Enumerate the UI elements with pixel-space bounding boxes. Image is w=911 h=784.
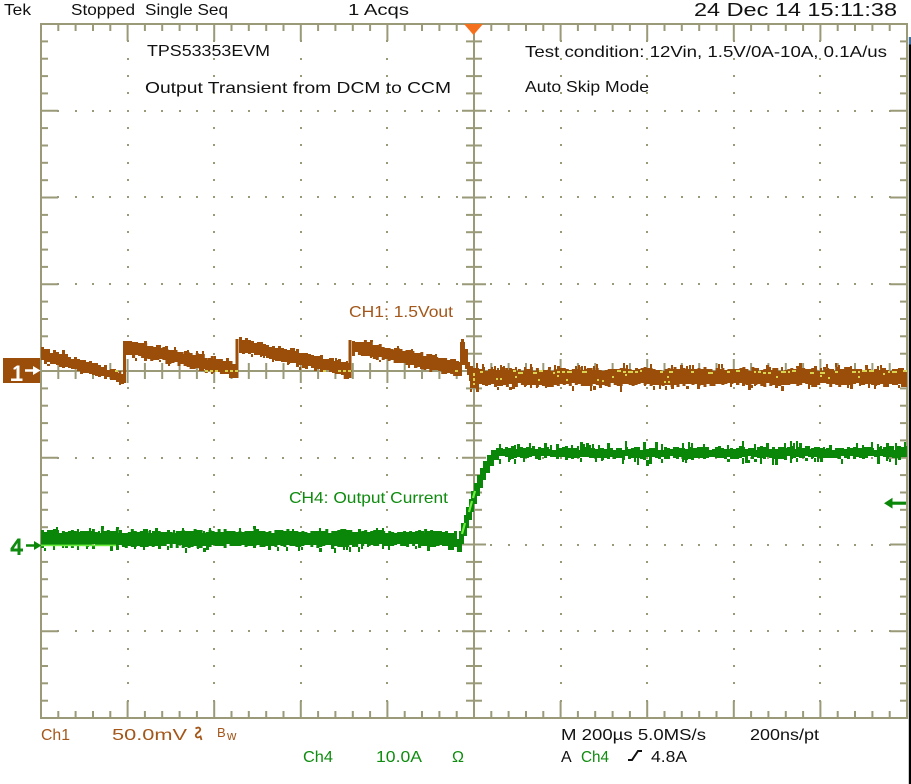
svg-text:CH4: Output Current: CH4: Output Current <box>289 490 449 507</box>
svg-text:50.0mV: 50.0mV <box>112 727 187 744</box>
svg-text:4.8A: 4.8A <box>651 749 687 766</box>
svg-text:TPS53353EVM: TPS53353EVM <box>147 43 270 60</box>
svg-text:Output Transient from DCM to C: Output Transient from DCM to CCM <box>145 80 451 97</box>
svg-text:Test condition: 12Vin, 1.5V/0A: Test condition: 12Vin, 1.5V/0A-10A, 0.1A… <box>525 44 887 61</box>
svg-text:1 Acqs: 1 Acqs <box>348 2 409 19</box>
svg-text:CH1: 1.5Vout: CH1: 1.5Vout <box>349 304 454 321</box>
svg-text:24 Dec 14 15:11:38: 24 Dec 14 15:11:38 <box>694 0 897 20</box>
svg-text:Stopped: Stopped <box>71 2 135 19</box>
svg-text:M 200µs 5.0MS/s: M 200µs 5.0MS/s <box>561 727 706 744</box>
svg-text:A: A <box>561 749 572 766</box>
svg-text:200ns/pt: 200ns/pt <box>750 727 820 744</box>
svg-text:Single Seq: Single Seq <box>145 2 228 19</box>
svg-text:B: B <box>217 725 226 740</box>
svg-text:Ch1: Ch1 <box>41 727 70 744</box>
svg-text:Ch4: Ch4 <box>581 749 609 766</box>
svg-text:Ω: Ω <box>452 749 464 766</box>
svg-text:Auto Skip Mode: Auto Skip Mode <box>525 79 649 96</box>
svg-text:Tek: Tek <box>4 2 32 19</box>
svg-text:Ch4: Ch4 <box>303 749 333 766</box>
svg-text:10.0A: 10.0A <box>376 749 422 766</box>
svg-text:w: w <box>226 728 237 743</box>
